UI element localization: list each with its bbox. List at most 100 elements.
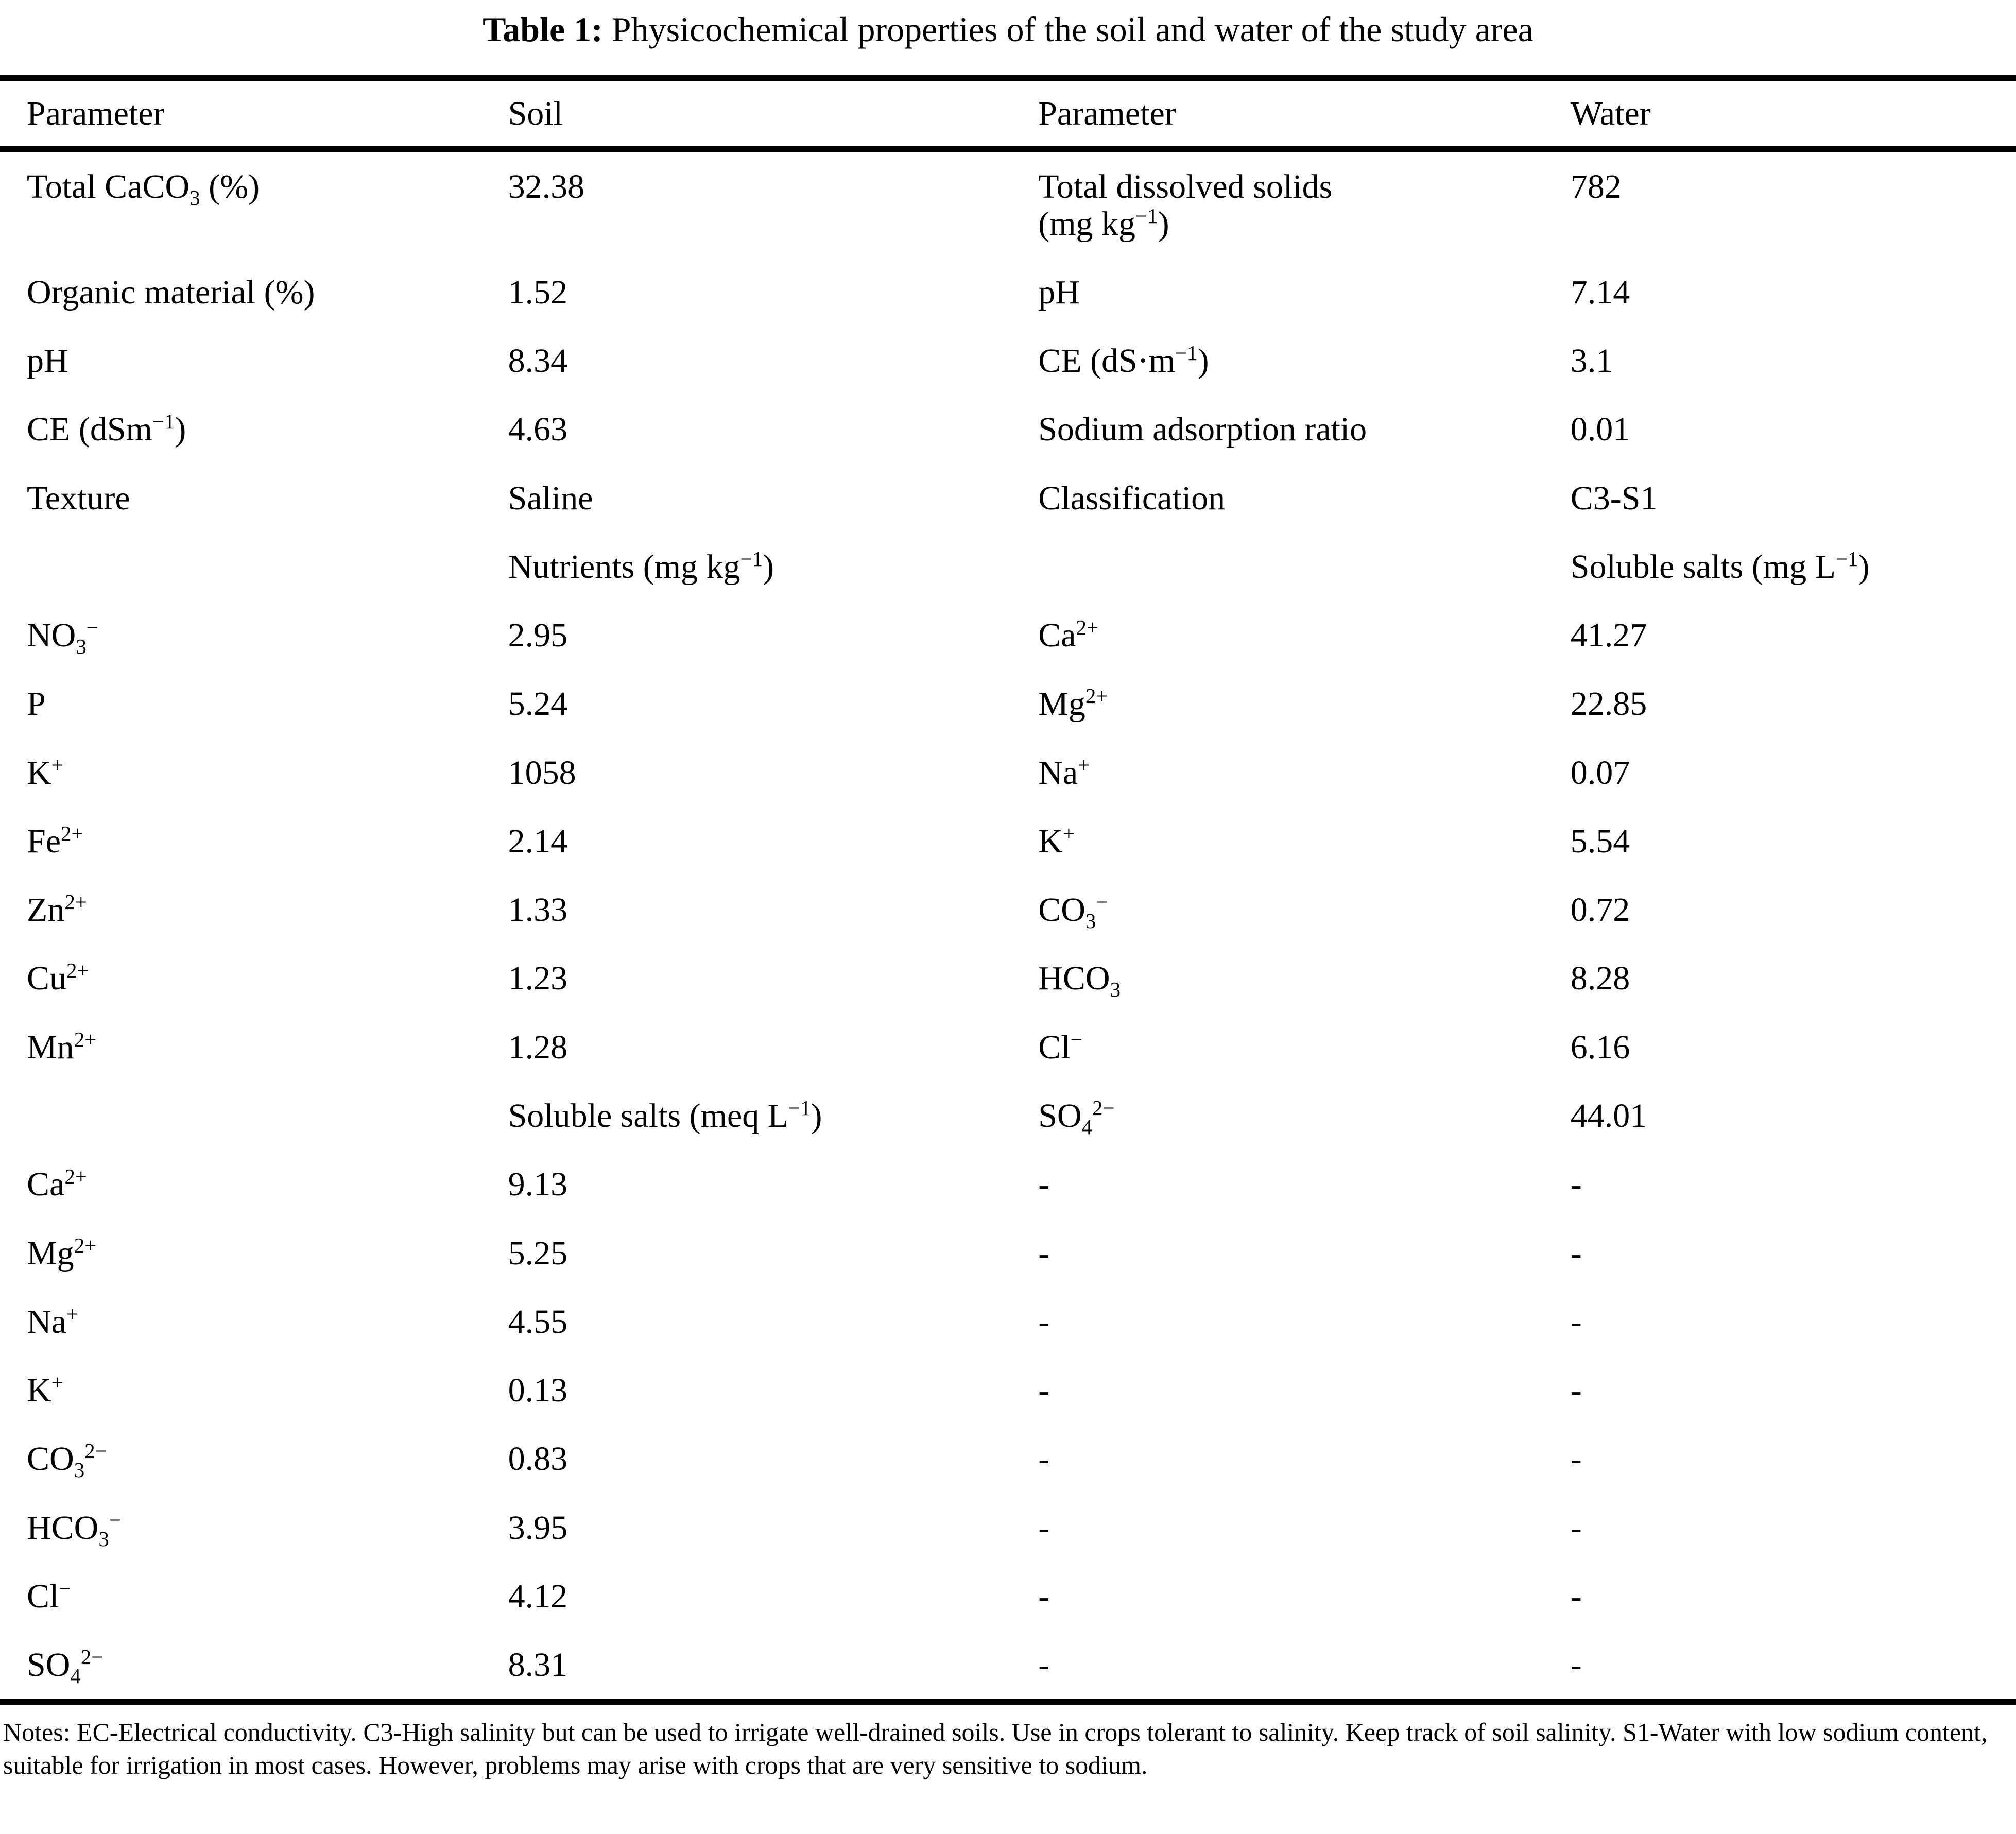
table-cell: Na+: [27, 1302, 79, 1341]
table-cell: 9.13: [508, 1165, 568, 1204]
table-cell: Soluble salts (mg L−1): [1570, 547, 1870, 586]
table-cell: -: [1038, 1577, 1050, 1615]
table-row: Texture Saline Classification C3-S1: [0, 464, 2016, 533]
table-row: Total CaCO3 (%) 32.38 Total dissolved soli…: [0, 152, 2016, 258]
table-row: CO32− 0.83 - -: [0, 1425, 2016, 1493]
table-cell: -: [1038, 1165, 1050, 1204]
bottom-rule: [0, 1699, 2016, 1706]
header-cell-parameter-water: Parameter: [1038, 95, 1176, 132]
header-cell-parameter-soil: Parameter: [27, 95, 165, 132]
table-cell: Saline: [508, 479, 593, 517]
table-row: NO3− 2.95 Ca2+ 41.27: [0, 601, 2016, 670]
table-cell: HCO3: [1038, 959, 1121, 1002]
table-cell: -: [1038, 1234, 1050, 1272]
table-row: Mn2+ 1.28 Cl− 6.16: [0, 1013, 2016, 1082]
table-body: Total CaCO3 (%) 32.38 Total dissolved soli…: [0, 152, 2016, 1699]
table-cell: 1058: [508, 753, 576, 792]
table-cell: 0.72: [1570, 891, 1630, 929]
table-cell: CE (dSm−1): [27, 410, 186, 449]
table-cell: -: [1570, 1234, 1582, 1272]
table-cell: Organic material (%): [27, 273, 315, 311]
table-cell: 0.83: [508, 1440, 568, 1478]
table-row: Organic material (%) 1.52 pH 7.14: [0, 258, 2016, 327]
table-cell: 5.25: [508, 1234, 568, 1272]
table-cell: -: [1038, 1646, 1050, 1684]
table-cell: Soluble salts (meq L−1): [508, 1096, 822, 1135]
table-notes: Notes: EC-Electrical conductivity. C3-Hi…: [3, 1718, 1988, 1780]
table-cell: K+: [1038, 821, 1075, 860]
table-cell: 1.33: [508, 891, 568, 929]
table-cell: -: [1570, 1372, 1582, 1410]
header-cell-soil: Soil: [508, 95, 563, 132]
table-cell: pH: [1038, 273, 1080, 311]
table-row: Zn2+ 1.33 CO3− 0.72: [0, 876, 2016, 944]
header-cell-water: Water: [1570, 95, 1651, 132]
table-row: Mg2+ 5.25 - -: [0, 1219, 2016, 1288]
table-cell: SO42−: [1038, 1096, 1115, 1139]
table-cell: Total dissolved solids (mg kg−1): [1038, 168, 1333, 243]
table-cell: Sodium adsorption ratio: [1038, 410, 1367, 449]
table-row: CE (dSm−1) 4.63 Sodium adsorption ratio 0.0…: [0, 395, 2016, 464]
table-cell: 1.28: [508, 1028, 568, 1066]
table-cell: 41.27: [1570, 616, 1647, 655]
table-row: K+ 0.13 - -: [0, 1356, 2016, 1425]
table-cell: Cl−: [27, 1576, 71, 1615]
table-cell: 8.34: [508, 342, 568, 380]
table-cell: 8.31: [508, 1646, 568, 1684]
table-cell: 1.23: [508, 959, 568, 998]
table-cell: HCO3−: [27, 1508, 121, 1551]
table-cell: 7.14: [1570, 273, 1630, 311]
table-cell: Ca2+: [27, 1165, 87, 1204]
table-cell: CO3−: [1038, 890, 1108, 933]
table-cell: P: [27, 685, 46, 723]
table-row: Fe2+ 2.14 K+ 5.54: [0, 807, 2016, 876]
table-row: P 5.24 Mg2+ 22.85: [0, 670, 2016, 738]
table-row: K+ 1058 Na+ 0.07: [0, 739, 2016, 807]
table-cell: -: [1570, 1509, 1582, 1547]
table-cell: Mg2+: [1038, 684, 1108, 723]
properties-table: Parameter Soil Parameter Water: [0, 81, 2016, 146]
table-cell: 5.54: [1570, 822, 1630, 860]
table-row: Nutrients (mg kg−1) Soluble salts (mg L−1…: [0, 533, 2016, 601]
table-cell: 2.14: [508, 822, 568, 860]
table-row: Na+ 4.55 - -: [0, 1288, 2016, 1356]
table-row: Cl− 4.12 - -: [0, 1562, 2016, 1631]
table-title-text: Physicochemical properties of the soil a…: [611, 10, 1533, 49]
table-cell: Classification: [1038, 479, 1226, 517]
table-row: SO42− 8.31 - -: [0, 1631, 2016, 1699]
table-cell: -: [1570, 1646, 1582, 1684]
table-cell: 782: [1570, 168, 1622, 206]
table-cell: -: [1038, 1440, 1050, 1478]
table-cell: 8.28: [1570, 959, 1630, 998]
table-cell: 6.16: [1570, 1028, 1630, 1066]
table-cell: 4.55: [508, 1302, 568, 1341]
table-cell: Zn2+: [27, 890, 87, 929]
table-row: Ca2+ 9.13 - -: [0, 1150, 2016, 1219]
top-rule: [0, 75, 2016, 81]
table-cell: CO32−: [27, 1439, 107, 1482]
table-cell: Nutrients (mg kg−1): [508, 547, 774, 586]
table-title: Table 1: Physicochemical properties of t…: [0, 9, 2016, 50]
table-cell: Na+: [1038, 753, 1090, 792]
table-cell: 3.95: [508, 1509, 568, 1547]
table-cell: Mg2+: [27, 1233, 97, 1272]
table-cell: 4.12: [508, 1577, 568, 1615]
table-cell: 32.38: [508, 168, 585, 206]
table-cell: 0.07: [1570, 753, 1630, 792]
table-cell: CE (dS·m−1): [1038, 341, 1209, 380]
page: Table 1: Physicochemical properties of t…: [0, 9, 2016, 1780]
table-cell: -: [1038, 1509, 1050, 1547]
table-row: pH 8.34 CE (dS·m−1) 3.1: [0, 327, 2016, 395]
table-cell: -: [1570, 1440, 1582, 1478]
table-cell: Ca2+: [1038, 616, 1099, 655]
table-cell: 44.01: [1570, 1096, 1647, 1135]
table-cell: SO42−: [27, 1646, 104, 1688]
table-cell: Cu2+: [27, 959, 89, 998]
table-cell: K+: [27, 753, 63, 792]
table-row: Cu2+ 1.23 HCO3 8.28: [0, 944, 2016, 1013]
table-cell: pH: [27, 342, 68, 380]
table-cell: Cl−: [1038, 1027, 1082, 1066]
table-cell: 4.63: [508, 410, 568, 449]
table-cell: 0.13: [508, 1372, 568, 1410]
header-rule: [0, 146, 2016, 153]
